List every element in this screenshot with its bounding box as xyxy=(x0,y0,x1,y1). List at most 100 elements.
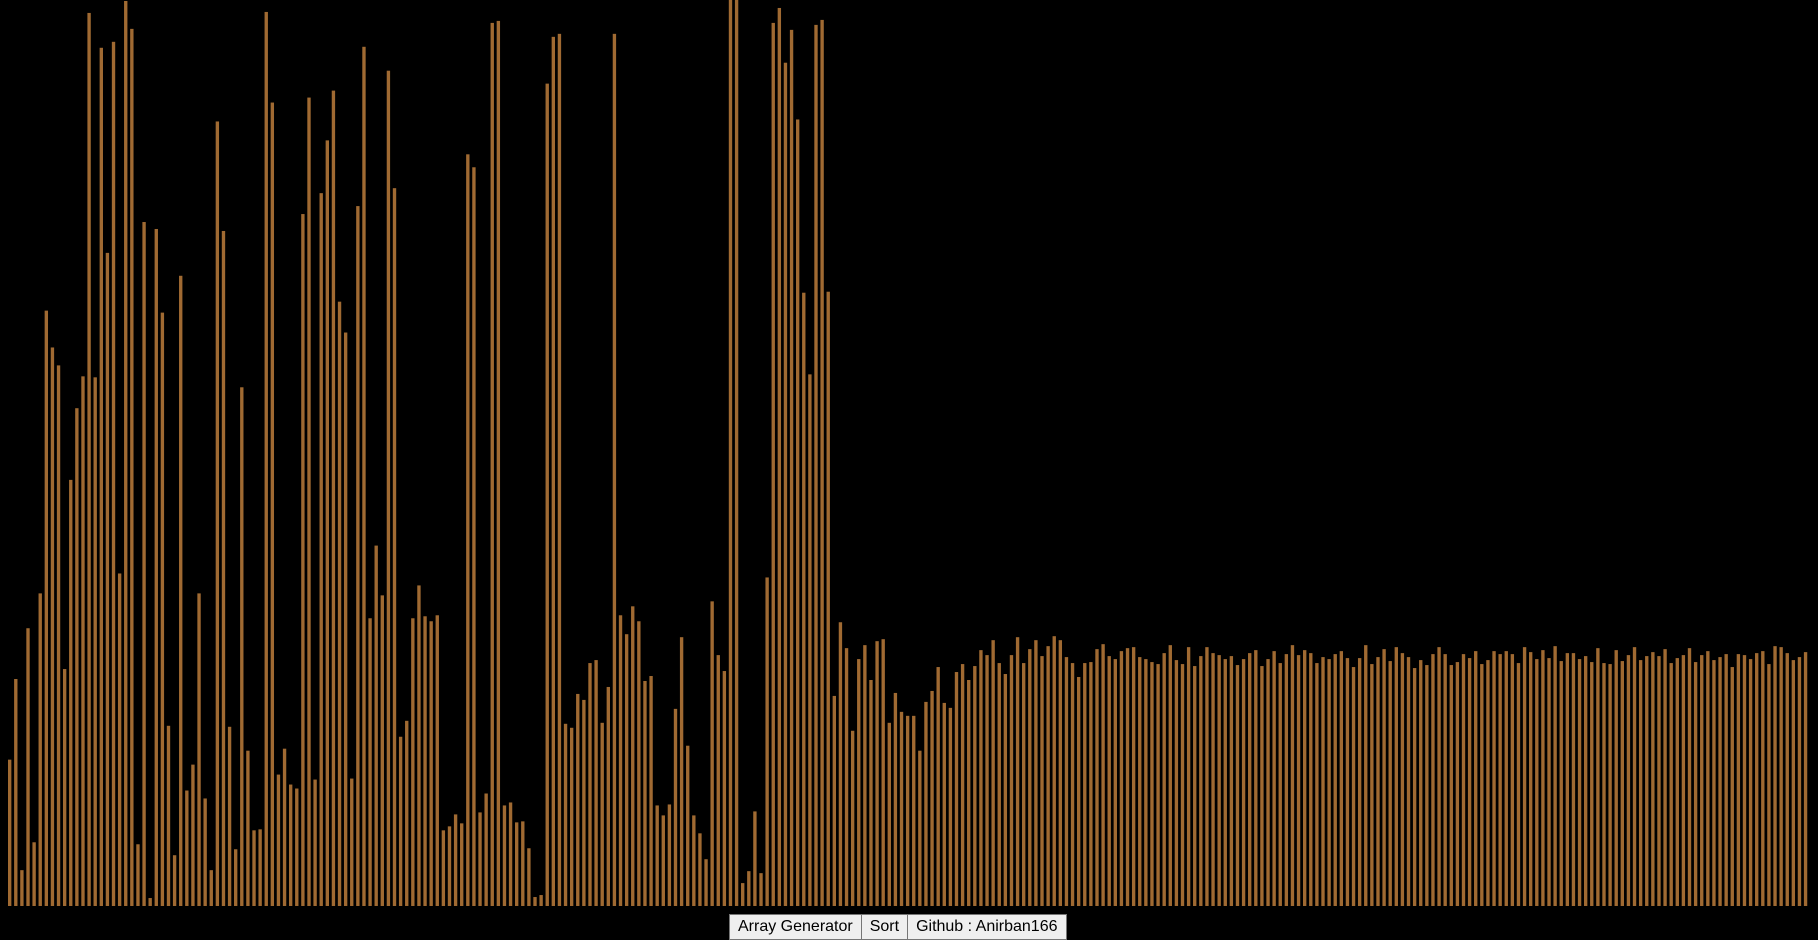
array-bar xyxy=(844,648,849,906)
array-bar xyxy=(1596,648,1600,906)
array-bar xyxy=(533,897,537,906)
array-bar xyxy=(1351,667,1356,906)
array-bar xyxy=(350,778,354,906)
array-bar xyxy=(1260,666,1264,906)
array-bar xyxy=(1461,654,1466,906)
array-bar xyxy=(753,811,757,906)
array-bar xyxy=(1290,645,1295,906)
array-bar xyxy=(1199,656,1203,906)
array-bar xyxy=(1278,663,1282,906)
array-bar xyxy=(1626,655,1631,906)
array-bar xyxy=(197,593,201,906)
array-bar xyxy=(1003,674,1008,906)
array-bar xyxy=(1095,649,1099,906)
array-bar xyxy=(179,275,183,906)
sort-button[interactable]: Sort xyxy=(860,914,909,940)
array-bar xyxy=(1241,659,1246,906)
array-bar xyxy=(1113,659,1117,906)
array-bar xyxy=(588,663,592,906)
array-bar xyxy=(319,193,323,906)
array-bar xyxy=(124,1,128,906)
array-bar xyxy=(136,844,140,906)
array-bar xyxy=(1455,662,1460,906)
array-bar xyxy=(1681,655,1686,906)
array-bar xyxy=(1785,653,1789,906)
array-bar xyxy=(942,702,946,906)
array-bar xyxy=(1064,657,1069,906)
array-bar xyxy=(679,637,684,906)
array-bar xyxy=(1101,644,1105,906)
array-bar xyxy=(863,645,867,906)
bar-chart xyxy=(8,0,1808,907)
array-bar xyxy=(1638,660,1643,906)
array-bar xyxy=(557,33,562,907)
array-bar xyxy=(1431,654,1435,906)
array-bar xyxy=(661,815,665,906)
array-bar xyxy=(1761,651,1765,906)
array-bar xyxy=(710,601,714,906)
array-bar xyxy=(1034,640,1038,906)
array-bar xyxy=(649,676,653,906)
array-bar xyxy=(313,779,317,906)
array-generator-button[interactable]: Array Generator xyxy=(729,914,862,940)
array-bar xyxy=(154,228,158,907)
array-bar xyxy=(1779,647,1783,906)
array-bar xyxy=(405,720,409,906)
array-bar xyxy=(32,842,36,906)
array-bar xyxy=(875,641,879,906)
array-bar xyxy=(1400,653,1405,906)
array-bar xyxy=(1700,655,1704,906)
array-bar xyxy=(1156,664,1160,906)
array-bar xyxy=(716,655,720,906)
array-bar xyxy=(741,883,745,906)
array-bar xyxy=(374,545,378,906)
array-bar xyxy=(631,606,635,906)
array-bar xyxy=(802,292,806,907)
array-bar xyxy=(56,365,61,906)
array-bar xyxy=(368,618,372,906)
array-bar xyxy=(215,121,220,906)
array-bar xyxy=(1040,656,1044,906)
array-bar xyxy=(1693,662,1698,906)
array-bar xyxy=(490,22,494,906)
array-bar xyxy=(423,616,427,906)
array-bar xyxy=(1608,664,1612,906)
array-bar xyxy=(1376,657,1380,906)
array-bar xyxy=(1516,663,1521,906)
array-bar xyxy=(411,618,415,906)
array-bar xyxy=(1150,662,1154,906)
array-bar xyxy=(301,214,305,907)
array-bar xyxy=(1492,651,1496,906)
array-bar xyxy=(1180,664,1185,906)
array-bar xyxy=(918,750,922,906)
array-bar xyxy=(1144,659,1148,906)
array-bar xyxy=(1547,658,1551,906)
array-bar xyxy=(1076,677,1081,906)
array-bar xyxy=(1223,659,1227,906)
array-bar xyxy=(472,167,476,906)
array-bar xyxy=(160,312,165,906)
array-bar xyxy=(191,764,195,906)
array-bar xyxy=(62,669,67,906)
array-bar xyxy=(1602,663,1606,906)
array-bar xyxy=(398,736,403,906)
array-bar xyxy=(87,12,91,906)
github-button[interactable]: Github : Anirban166 xyxy=(907,914,1067,940)
array-bar xyxy=(105,252,110,906)
array-bar xyxy=(227,726,232,906)
array-bar xyxy=(1168,645,1172,906)
array-bar xyxy=(14,679,18,906)
array-bar xyxy=(331,90,336,907)
array-bar xyxy=(166,725,171,906)
array-bar xyxy=(1205,647,1209,906)
array-bar xyxy=(185,790,189,906)
array-bar xyxy=(1742,655,1747,906)
array-bar xyxy=(1437,647,1441,906)
array-bar xyxy=(1162,653,1166,906)
array-bar xyxy=(1669,663,1673,906)
array-bar xyxy=(1797,657,1802,906)
array-bar xyxy=(673,708,678,906)
array-bar xyxy=(1364,645,1368,906)
array-bar xyxy=(771,22,775,906)
